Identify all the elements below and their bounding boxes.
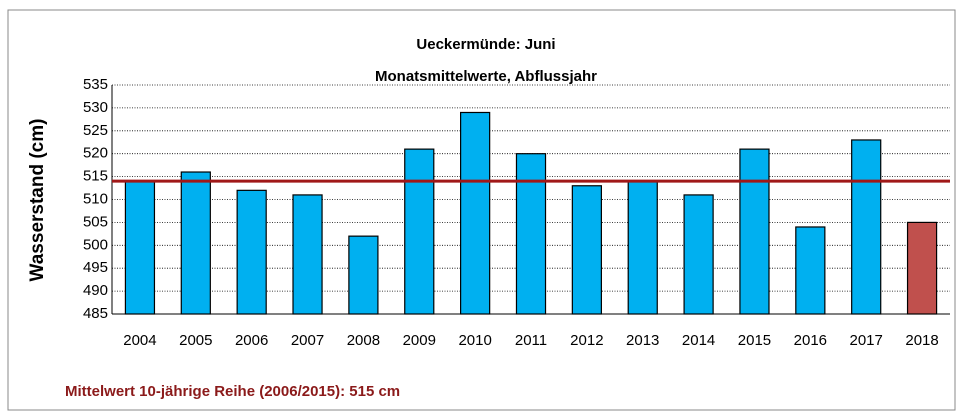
x-tick-label: 2004 <box>123 332 156 349</box>
x-tick-label: 2010 <box>458 332 491 349</box>
x-tick-label: 2006 <box>235 332 268 349</box>
y-tick-label: 520 <box>83 145 108 162</box>
x-tick-label: 2009 <box>403 332 436 349</box>
bar <box>236 189 267 315</box>
x-tick-label: 2007 <box>291 332 324 349</box>
bar <box>460 111 491 315</box>
bar <box>627 180 658 315</box>
bar <box>180 171 211 315</box>
y-tick-label: 500 <box>83 236 108 253</box>
bar <box>683 194 714 315</box>
bar <box>292 194 323 315</box>
x-tick-label: 2008 <box>347 332 380 349</box>
y-tick-label: 485 <box>83 305 108 322</box>
y-tick-label: 490 <box>83 282 108 299</box>
x-tick-label: 2016 <box>794 332 827 349</box>
x-tick-label: 2017 <box>850 332 883 349</box>
bar <box>571 185 602 315</box>
x-tick-label: 2018 <box>905 332 938 349</box>
x-tick-label: 2012 <box>570 332 603 349</box>
y-axis-label: Wasserstand (cm) <box>27 119 48 282</box>
bar <box>404 148 435 315</box>
y-tick-label: 515 <box>83 168 108 185</box>
y-tick-label: 505 <box>83 213 108 230</box>
footnote: Mittelwert 10-jährige Reihe (2006/2015):… <box>65 383 400 400</box>
y-tick-label: 495 <box>83 259 108 276</box>
y-tick-label: 510 <box>83 190 108 207</box>
bar <box>515 153 547 315</box>
x-tick-label: 2011 <box>515 332 547 349</box>
y-tick-label: 530 <box>83 99 108 116</box>
bar <box>851 139 882 315</box>
x-tick-label: 2005 <box>179 332 212 349</box>
bar <box>739 148 770 315</box>
bar <box>348 235 379 315</box>
chart-title: Ueckermünde: Juni <box>416 36 555 53</box>
x-tick-label: 2015 <box>738 332 771 349</box>
x-tick-label: 2014 <box>682 332 715 349</box>
bar <box>795 226 826 315</box>
bar <box>906 221 938 315</box>
x-tick-label: 2013 <box>626 332 659 349</box>
y-tick-label: 525 <box>83 122 108 139</box>
bar <box>124 180 156 315</box>
chart-subtitle: Monatsmittelwerte, Abflussjahr <box>375 68 597 85</box>
y-tick-label: 535 <box>83 76 108 93</box>
